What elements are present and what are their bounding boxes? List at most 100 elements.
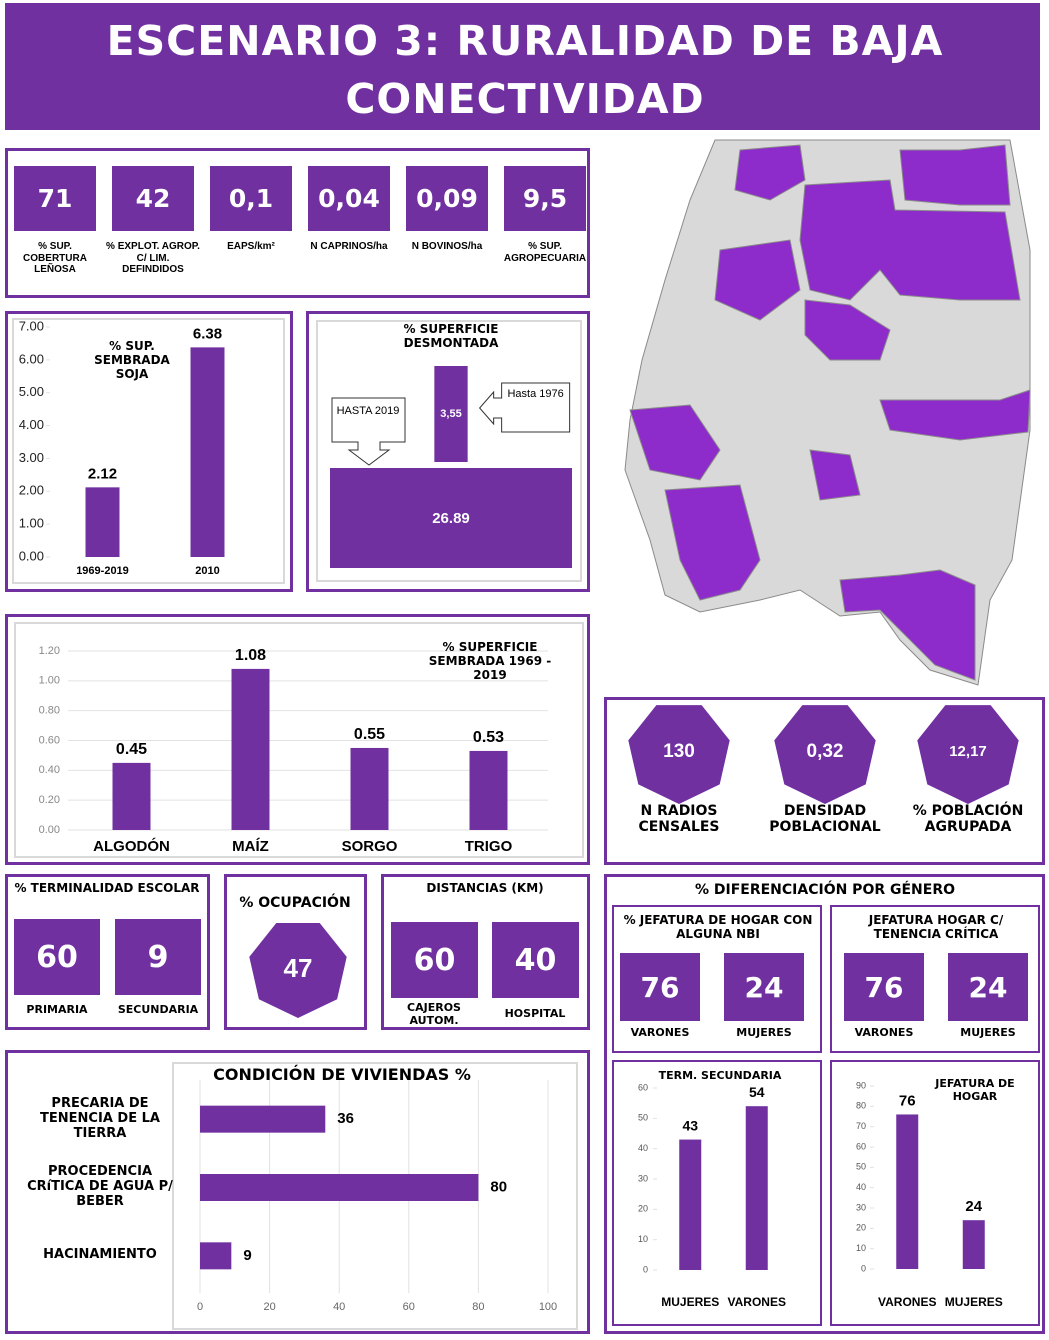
- poblacion-label: N RADIOS CENSALES: [638, 803, 720, 836]
- distancias-panel: [381, 874, 590, 1030]
- map-highlight: [839, 569, 976, 681]
- heptagon: [249, 923, 347, 1018]
- y-tick-label: 0.00: [39, 824, 60, 836]
- y-tick-label: 20: [856, 1223, 866, 1233]
- map-highlight: [879, 389, 1031, 441]
- genero-chart-panel: [612, 1060, 822, 1326]
- section-title: % OCUPACIÓN: [239, 895, 351, 911]
- poblacion-value: 130: [663, 741, 695, 762]
- map-highlight: [799, 179, 1021, 301]
- map: [624, 139, 1031, 686]
- indicators-panel: [5, 148, 590, 298]
- heptagon: [774, 705, 876, 804]
- poblacion-panel: [604, 697, 1045, 865]
- callout: [331, 397, 406, 466]
- section-title: % TERMINALIDAD ESCOLAR: [14, 881, 200, 895]
- y-tick-label: 0: [861, 1263, 866, 1273]
- poblacion-label: % POBLACIÓN AGRUPADA: [912, 803, 1024, 836]
- y-tick-label: 50: [638, 1113, 648, 1123]
- group-title: JEFATURA HOGAR C/ TENENCIA CRÍTICA: [868, 913, 1004, 941]
- value-label: 2.12: [88, 465, 117, 482]
- x-tick-label: 20: [263, 1301, 275, 1313]
- y-tick-label: 0.40: [39, 764, 60, 776]
- indicator-label: % SUP. AGROPECUARIA: [503, 241, 587, 264]
- y-tick-label: 70: [856, 1121, 866, 1131]
- x-tick-label: 100: [539, 1301, 557, 1313]
- poblacion-value: 12,17: [949, 743, 987, 760]
- chart-title: % SUPERFICIE DESMONTADA: [403, 322, 499, 350]
- bar: [330, 468, 572, 568]
- map-highlight: [714, 239, 801, 321]
- y-tick-label: 60: [856, 1141, 866, 1151]
- poblacion-label: DENSIDAD POBLACIONAL: [769, 803, 881, 836]
- sembrada-panel: [5, 614, 590, 865]
- stat-label: PRIMARIA: [26, 1003, 88, 1016]
- x-tick-label: VARONES: [728, 1295, 786, 1309]
- ocupacion-panel: [224, 874, 367, 1030]
- value-label: 54: [749, 1084, 765, 1100]
- y-tick-label: 10: [856, 1243, 866, 1253]
- stat-label: VARONES: [630, 1026, 690, 1039]
- y-tick-label: 80: [856, 1101, 866, 1111]
- value-label: 0.55: [354, 726, 385, 743]
- y-tick-label: 5.00: [19, 384, 44, 399]
- value-label: 24: [965, 1198, 982, 1215]
- y-tick-label: 50: [856, 1162, 866, 1172]
- map-highlight: [809, 449, 861, 501]
- bar: [962, 1220, 985, 1269]
- chart-title: % SUPERFICIE SEMBRADA 1969 - 2019: [428, 640, 552, 682]
- x-tick-label: SORGO: [342, 838, 398, 855]
- indicator-value: 9,5: [504, 166, 586, 231]
- y-tick-label: 7.00: [19, 318, 44, 333]
- indicator-value: 0,1: [210, 166, 292, 231]
- x-tick-label: TRIGO: [465, 838, 513, 855]
- y-tick-label: PRECARIA DE TENENCIA DE LA TIERRA: [40, 1095, 160, 1141]
- y-tick-label: 2.00: [19, 483, 44, 498]
- bar: [469, 750, 508, 830]
- stat-label: VARONES: [854, 1026, 914, 1039]
- bar: [200, 1242, 232, 1270]
- y-tick-label: 40: [856, 1182, 866, 1192]
- plot-frame: [172, 1062, 578, 1330]
- map-highlight: [734, 144, 806, 201]
- stat-value: 24: [948, 953, 1028, 1021]
- indicator-value: 71: [14, 166, 96, 231]
- plot-frame: [12, 318, 285, 584]
- page-title: ESCENARIO 3: RURALIDAD DE BAJA CONECTIVI…: [106, 17, 944, 123]
- desmonte-panel: [306, 311, 590, 592]
- bar: [200, 1105, 326, 1133]
- value-label: 76: [899, 1092, 916, 1109]
- indicator-label: N CAPRINOS/ha: [310, 241, 388, 252]
- indicator-label: N BOVINOS/ha: [411, 241, 483, 252]
- bar: [679, 1139, 702, 1270]
- y-tick-label: 0.20: [39, 794, 60, 806]
- stat-value: 76: [620, 953, 700, 1021]
- indicator-value: 0,09: [406, 166, 488, 231]
- y-tick-label: 10: [638, 1234, 648, 1244]
- x-tick-label: 2010: [195, 565, 219, 577]
- value-label: 36: [337, 1110, 354, 1127]
- poblacion-value: 0,32: [807, 741, 844, 762]
- x-tick-label: 60: [403, 1301, 415, 1313]
- stat-value: 60: [391, 922, 478, 998]
- viviendas-panel: [5, 1050, 590, 1334]
- chart-title: % SUP. SEMBRADA SOJA: [94, 339, 170, 381]
- value-label: 0.45: [116, 741, 147, 758]
- x-tick-label: MAÍZ: [232, 838, 269, 855]
- y-tick-label: 60: [638, 1082, 648, 1092]
- y-tick-label: 0.00: [19, 548, 44, 563]
- y-tick-label: 1.00: [19, 516, 44, 531]
- y-tick-label: 40: [638, 1143, 648, 1153]
- bar: [112, 762, 151, 830]
- callout-label: HASTA 2019: [336, 405, 400, 417]
- y-tick-label: 0.80: [39, 705, 60, 717]
- stat-label: MUJERES: [736, 1026, 792, 1039]
- value-label: 1.08: [235, 647, 266, 664]
- x-tick-label: ALGODÓN: [93, 837, 170, 855]
- section-title: % DIFERENCIACIÓN POR GÉNERO: [694, 882, 956, 898]
- stat-label: SECUNDARIA: [117, 1003, 199, 1016]
- indicator-label: EAPS/km²: [227, 241, 275, 252]
- soja-panel: [5, 311, 293, 592]
